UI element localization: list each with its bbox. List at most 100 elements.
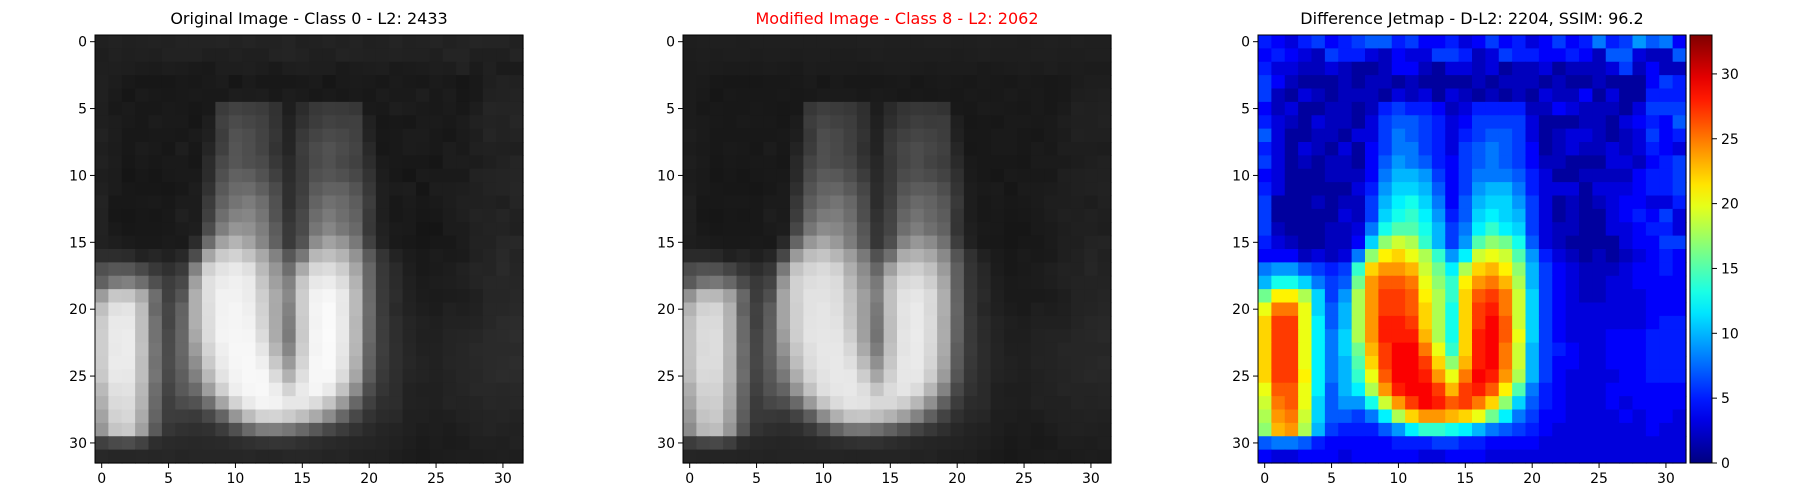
heatmap-cell xyxy=(416,235,430,250)
heatmap-cell xyxy=(1431,449,1446,464)
heatmap-cell xyxy=(1458,235,1473,250)
heatmap-cell xyxy=(990,249,1005,263)
heatmap-cell xyxy=(977,61,992,76)
heatmap-cell xyxy=(121,449,136,464)
heatmap-cell xyxy=(268,155,283,170)
heatmap-cell xyxy=(95,449,109,464)
heatmap-cell xyxy=(830,329,845,344)
heatmap-cell xyxy=(696,75,711,90)
heatmap-cell xyxy=(1084,75,1099,90)
heatmap-cell xyxy=(242,235,257,250)
heatmap-cell xyxy=(1498,262,1513,277)
heatmap-cell xyxy=(816,289,831,304)
heatmap-cell xyxy=(897,436,911,451)
heatmap-cell xyxy=(349,35,364,49)
heatmap-cell xyxy=(509,275,524,290)
heatmap-cell xyxy=(1485,436,1500,451)
heatmap-cell xyxy=(1044,342,1059,357)
heatmap-cell xyxy=(175,48,190,63)
heatmap-cell xyxy=(963,369,978,384)
heatmap-cell xyxy=(161,369,176,384)
heatmap-cell xyxy=(202,449,216,464)
heatmap-cell xyxy=(1672,275,1687,290)
heatmap-cell xyxy=(335,302,350,317)
heatmap-cell xyxy=(1351,262,1366,277)
heatmap-cell xyxy=(803,449,818,464)
heatmap-cell xyxy=(309,115,323,130)
heatmap-cell xyxy=(335,115,350,130)
heatmap-cell xyxy=(950,329,965,344)
heatmap-cell xyxy=(509,88,524,103)
heatmap-cell xyxy=(496,101,511,116)
heatmap-cell xyxy=(1097,262,1112,277)
heatmap-cell xyxy=(1672,35,1687,49)
heatmap-cell xyxy=(937,436,952,451)
heatmap-cell xyxy=(1097,128,1112,143)
heatmap-cell xyxy=(776,449,791,464)
heatmap-cell xyxy=(870,48,885,63)
heatmap-cell xyxy=(910,275,925,290)
heatmap-cell xyxy=(977,235,992,250)
heatmap-cell xyxy=(683,182,697,197)
heatmap-cell xyxy=(1512,222,1527,237)
heatmap-cell xyxy=(1592,115,1607,130)
heatmap-cell xyxy=(349,302,364,317)
heatmap-cell xyxy=(335,275,350,290)
heatmap-cell xyxy=(1084,128,1099,143)
heatmap-cell xyxy=(709,61,724,76)
heatmap-cell xyxy=(816,35,831,49)
heatmap-cell xyxy=(1405,275,1420,290)
heatmap-cell xyxy=(1324,235,1339,250)
heatmap-cell xyxy=(870,182,885,197)
heatmap-cell xyxy=(816,142,831,156)
heatmap-cell xyxy=(1284,302,1299,317)
heatmap-cell xyxy=(950,275,965,290)
heatmap-cell xyxy=(830,168,845,183)
heatmap-cell xyxy=(1431,436,1446,451)
heatmap-cell xyxy=(1057,289,1072,304)
heatmap-cell xyxy=(803,356,818,370)
heatmap-cell xyxy=(1311,289,1326,304)
heatmap-cell xyxy=(790,436,804,451)
heatmap-cell xyxy=(309,235,323,250)
heatmap-cell xyxy=(1044,168,1059,183)
heatmap-cell xyxy=(148,75,163,90)
heatmap-cell xyxy=(1030,61,1045,76)
heatmap-cell xyxy=(870,249,885,263)
heatmap-cell xyxy=(1565,101,1580,116)
heatmap-cell xyxy=(161,88,176,103)
x-tick-label: 0 xyxy=(1260,471,1269,487)
heatmap-cell xyxy=(295,128,310,143)
heatmap-cell xyxy=(1552,275,1567,290)
heatmap-cell xyxy=(923,115,938,130)
colorbar-tick-label: 10 xyxy=(1721,326,1739,342)
heatmap-cell xyxy=(1592,61,1607,76)
heatmap-cell xyxy=(749,396,764,411)
heatmap-cell xyxy=(1552,249,1567,263)
heatmap-cell xyxy=(108,48,123,63)
heatmap-cell xyxy=(1030,168,1045,183)
heatmap-cell xyxy=(870,101,885,116)
heatmap-cell xyxy=(1057,302,1072,317)
heatmap-cell xyxy=(1298,449,1313,464)
heatmap-cell xyxy=(242,369,257,384)
heatmap-cell xyxy=(108,356,123,370)
heatmap-cell xyxy=(362,249,377,263)
heatmap-cell xyxy=(1097,342,1112,357)
heatmap-cell xyxy=(1378,356,1393,370)
heatmap-cell xyxy=(830,369,845,384)
heatmap-cell xyxy=(1271,329,1286,344)
heatmap-cell xyxy=(1538,155,1553,170)
heatmap-cell xyxy=(923,342,938,357)
heatmap-cell xyxy=(268,35,283,49)
heatmap-cell xyxy=(923,182,938,197)
heatmap-cell xyxy=(910,436,925,451)
heatmap-cell xyxy=(923,329,938,344)
heatmap-cell xyxy=(456,382,471,397)
heatmap-cell xyxy=(375,61,390,76)
heatmap-cell xyxy=(950,289,965,304)
heatmap-cell xyxy=(1619,195,1634,210)
heatmap-cell xyxy=(202,195,216,210)
heatmap-cell xyxy=(482,422,497,437)
heatmap-cell xyxy=(509,382,524,397)
